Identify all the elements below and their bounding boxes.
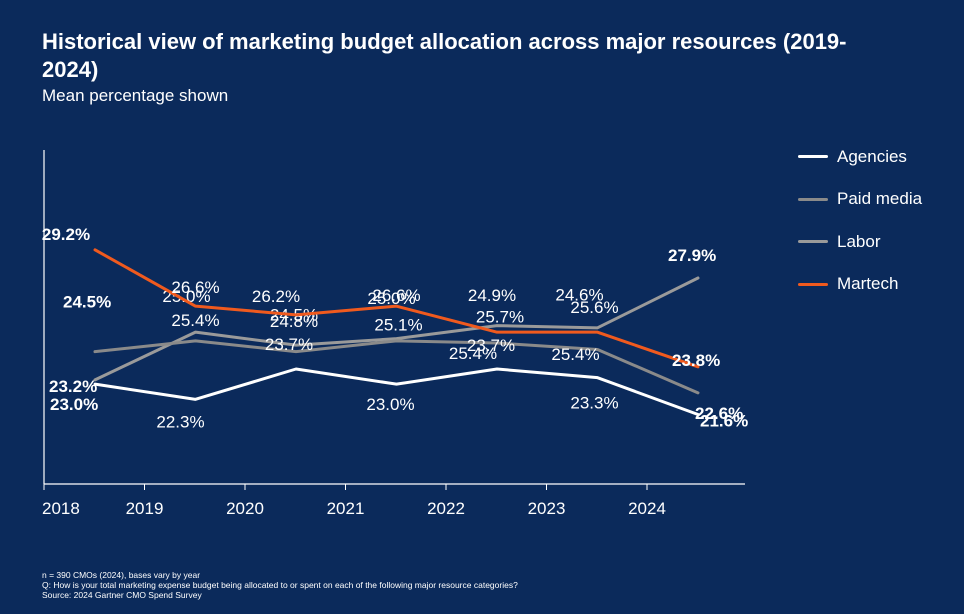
data-label-labor-6: 27.9%	[668, 246, 716, 265]
series-line-paid-media	[93, 339, 700, 395]
legend-label-agencies: Agencies	[837, 146, 907, 166]
line-chart: 2018 2019 2020 2021 2022 2023 2024 23.2% 25.4% 24…	[42, 150, 748, 518]
data-label-paid-media-1: 25.0%	[162, 287, 210, 306]
x-tick-label-2023: 2023	[528, 499, 566, 518]
x-tick-label-2024: 2024	[628, 499, 666, 518]
legend-item-labor: Labor	[798, 231, 922, 252]
legend-swatch-labor	[798, 240, 828, 243]
chart-footnotes: n = 390 CMOs (2024), bases vary by year …	[42, 570, 518, 600]
data-label-labor-5: 25.6%	[570, 298, 618, 317]
x-tick-label-2022: 2022	[427, 499, 465, 518]
data-label-agencies-4: 23.7%	[467, 336, 515, 355]
footnote-sample-size: n = 390 CMOs (2024), bases vary by year	[42, 570, 201, 580]
data-label-labor-4: 25.7%	[476, 308, 524, 327]
legend-swatch-paid-media	[798, 197, 828, 201]
data-label-labor-0: 23.2%	[49, 377, 97, 396]
chart-subtitle: Mean percentage shown	[42, 86, 229, 105]
data-label-agencies-5: 23.3%	[570, 394, 618, 413]
footnote-question: Q: How is your total marketing expense b…	[42, 580, 518, 590]
x-tick-label-2021: 2021	[327, 499, 365, 518]
data-label-martech-5: 25.4%	[551, 345, 599, 364]
data-label-agencies-1: 22.3%	[156, 412, 204, 431]
data-label-martech-1: 26.6%	[171, 278, 219, 297]
series-line-martech	[93, 248, 700, 369]
data-label-paid-media-3: 25.0%	[367, 289, 415, 308]
data-label-agencies-6: 21.6%	[700, 412, 748, 431]
legend-swatch-martech	[798, 282, 828, 286]
data-label-paid-media-4: 24.9%	[468, 286, 516, 305]
chart-title: Historical view of marketing budget allo…	[42, 29, 847, 82]
legend-label-labor: Labor	[837, 231, 881, 251]
data-label-labor-1: 25.4%	[171, 311, 219, 330]
x-tick-label-2018: 2018	[42, 499, 80, 518]
data-label-agencies-2: 23.7%	[265, 335, 313, 354]
data-label-paid-media-0: 24.5%	[63, 293, 111, 312]
legend-item-martech: Martech	[798, 274, 922, 295]
data-label-labor-3: 25.1%	[374, 316, 422, 335]
data-label-martech-6: 23.8%	[672, 351, 720, 370]
data-label-martech-3: 26.6%	[372, 286, 420, 305]
data-label-martech-4: 25.4%	[449, 344, 497, 363]
legend-item-agencies: Agencies	[798, 146, 922, 167]
legend-swatch-agencies	[798, 155, 828, 158]
data-label-paid-media-5: 24.6%	[555, 286, 603, 305]
data-label-agencies-3: 23.0%	[366, 395, 414, 414]
legend-item-paid-media: Paid media	[798, 189, 922, 210]
chart-legend: Agencies Paid media Labor Martech	[798, 146, 922, 316]
x-tick-label-2020: 2020	[226, 499, 264, 518]
series-line-agencies	[93, 367, 700, 416]
series-line-labor	[93, 276, 700, 382]
footnote-source: Source: 2024 Gartner CMO Spend Survey	[42, 590, 202, 600]
x-tick-label-2019: 2019	[126, 499, 164, 518]
legend-label-paid-media: Paid media	[837, 189, 923, 208]
data-label-martech-0: 29.2%	[42, 225, 90, 244]
data-label-agencies-0: 23.0%	[50, 395, 98, 414]
data-label-paid-media-6: 22.6%	[695, 404, 743, 423]
data-label-martech-2: 26.2%	[252, 287, 300, 306]
data-label-labor-2: 24.8%	[270, 312, 318, 331]
legend-label-martech: Martech	[837, 274, 899, 293]
